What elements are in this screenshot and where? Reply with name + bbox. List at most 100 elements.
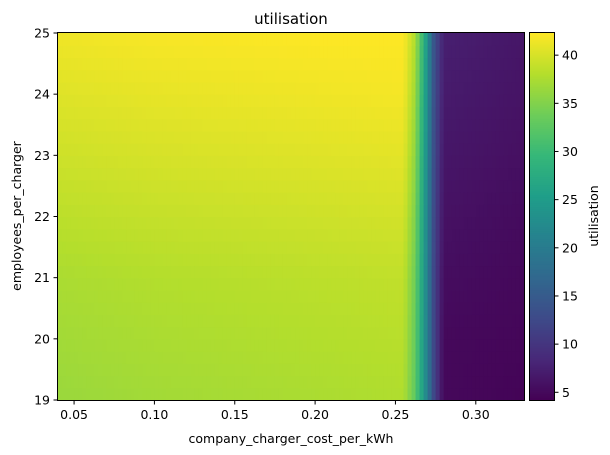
- heatmap-cell: [331, 216, 336, 230]
- heatmap-cell: [174, 81, 180, 95]
- heatmap-cell: [246, 265, 252, 279]
- heatmap-cell: [467, 338, 473, 352]
- heatmap-cell: [126, 375, 131, 389]
- heatmap-cell: [443, 45, 449, 59]
- heatmap-cell: [419, 155, 425, 169]
- heatmap-cell: [58, 204, 63, 218]
- heatmap-cell: [383, 81, 389, 95]
- heatmap-cell: [399, 45, 405, 59]
- heatmap-cell: [178, 265, 184, 279]
- heatmap-cell: [130, 302, 135, 315]
- heatmap-cell: [363, 143, 368, 156]
- heatmap-cell: [230, 387, 236, 401]
- heatmap-cell: [62, 375, 67, 389]
- heatmap-cell: [194, 192, 200, 205]
- heatmap-cell: [146, 216, 151, 230]
- heatmap-cell: [194, 363, 200, 377]
- heatmap-cell: [319, 338, 324, 352]
- heatmap-cell: [355, 45, 360, 59]
- heatmap-cell: [443, 118, 449, 132]
- heatmap-cell: [266, 265, 272, 279]
- heatmap-cell: [66, 179, 71, 193]
- heatmap-cell: [282, 118, 288, 132]
- heatmap-cell: [303, 179, 308, 193]
- heatmap-cell: [166, 387, 172, 401]
- heatmap-cell: [282, 204, 288, 218]
- heatmap-cell: [198, 289, 204, 303]
- heatmap-cell: [122, 387, 127, 401]
- heatmap-cell: [311, 240, 316, 254]
- heatmap-cell: [363, 45, 368, 59]
- heatmap-cell: [190, 45, 196, 59]
- heatmap-cell: [86, 94, 91, 107]
- heatmap-cell: [230, 167, 236, 181]
- heatmap-cell: [146, 155, 151, 169]
- heatmap-cell: [118, 265, 123, 279]
- heatmap-cell: [507, 204, 513, 218]
- heatmap-cell: [427, 265, 433, 279]
- heatmap-cell: [463, 326, 469, 340]
- heatmap-cell: [331, 118, 336, 132]
- heatmap-cell: [110, 363, 115, 377]
- heatmap-cell: [114, 326, 119, 340]
- heatmap-cell: [395, 289, 401, 303]
- heatmap-cell: [431, 338, 437, 352]
- heatmap-cell: [375, 228, 380, 242]
- heatmap-cell: [226, 106, 232, 120]
- heatmap-cell: [254, 216, 260, 230]
- heatmap-cell: [110, 204, 115, 218]
- heatmap-cell: [190, 130, 196, 144]
- heatmap-cell: [487, 81, 493, 95]
- heatmap-cell: [379, 351, 384, 364]
- heatmap-cell: [347, 228, 352, 242]
- heatmap-cell: [419, 81, 425, 95]
- colorbar-segment: [530, 102, 555, 106]
- y-tick-label: 21: [34, 270, 50, 285]
- heatmap-cell: [351, 253, 356, 267]
- heatmap-cell: [230, 351, 236, 364]
- heatmap-cell: [443, 265, 449, 279]
- heatmap-cell: [471, 253, 477, 267]
- heatmap-cell: [206, 192, 212, 205]
- heatmap-cell: [74, 351, 79, 364]
- heatmap-cell: [291, 314, 296, 328]
- heatmap-cell: [347, 277, 352, 291]
- heatmap-cell: [475, 375, 481, 389]
- heatmap-cell: [391, 216, 397, 230]
- heatmap-cell: [190, 118, 196, 132]
- heatmap-cell: [134, 302, 139, 315]
- heatmap-cell: [214, 277, 220, 291]
- heatmap-cell: [503, 289, 509, 303]
- heatmap-cell: [331, 192, 336, 205]
- heatmap-cell: [178, 69, 184, 83]
- heatmap-cell: [467, 33, 473, 46]
- heatmap-cell: [106, 155, 111, 169]
- heatmap-cell: [270, 216, 276, 230]
- heatmap-cell: [82, 314, 87, 328]
- heatmap-cell: [299, 277, 304, 291]
- heatmap-cell: [483, 387, 489, 401]
- heatmap-cell: [323, 81, 328, 95]
- heatmap-cell: [519, 289, 525, 303]
- heatmap-cell: [339, 33, 344, 46]
- heatmap-cell: [367, 167, 372, 181]
- heatmap-cell: [487, 143, 493, 156]
- heatmap-cell: [58, 143, 63, 156]
- heatmap-cell: [190, 216, 196, 230]
- heatmap-cell: [411, 81, 417, 95]
- heatmap-cell: [150, 240, 156, 254]
- heatmap-cell: [266, 363, 272, 377]
- heatmap-cell: [134, 143, 139, 156]
- heatmap-cell: [178, 253, 184, 267]
- heatmap-cell: [122, 192, 127, 205]
- heatmap-cell: [118, 130, 123, 144]
- heatmap-cell: [359, 326, 364, 340]
- heatmap-cell: [254, 130, 260, 144]
- heatmap-cell: [158, 314, 164, 328]
- heatmap-cell: [178, 363, 184, 377]
- heatmap-cell: [415, 387, 421, 401]
- heatmap-cell: [138, 375, 143, 389]
- heatmap-cell: [467, 155, 473, 169]
- heatmap-cell: [339, 253, 344, 267]
- heatmap-cell: [443, 155, 449, 169]
